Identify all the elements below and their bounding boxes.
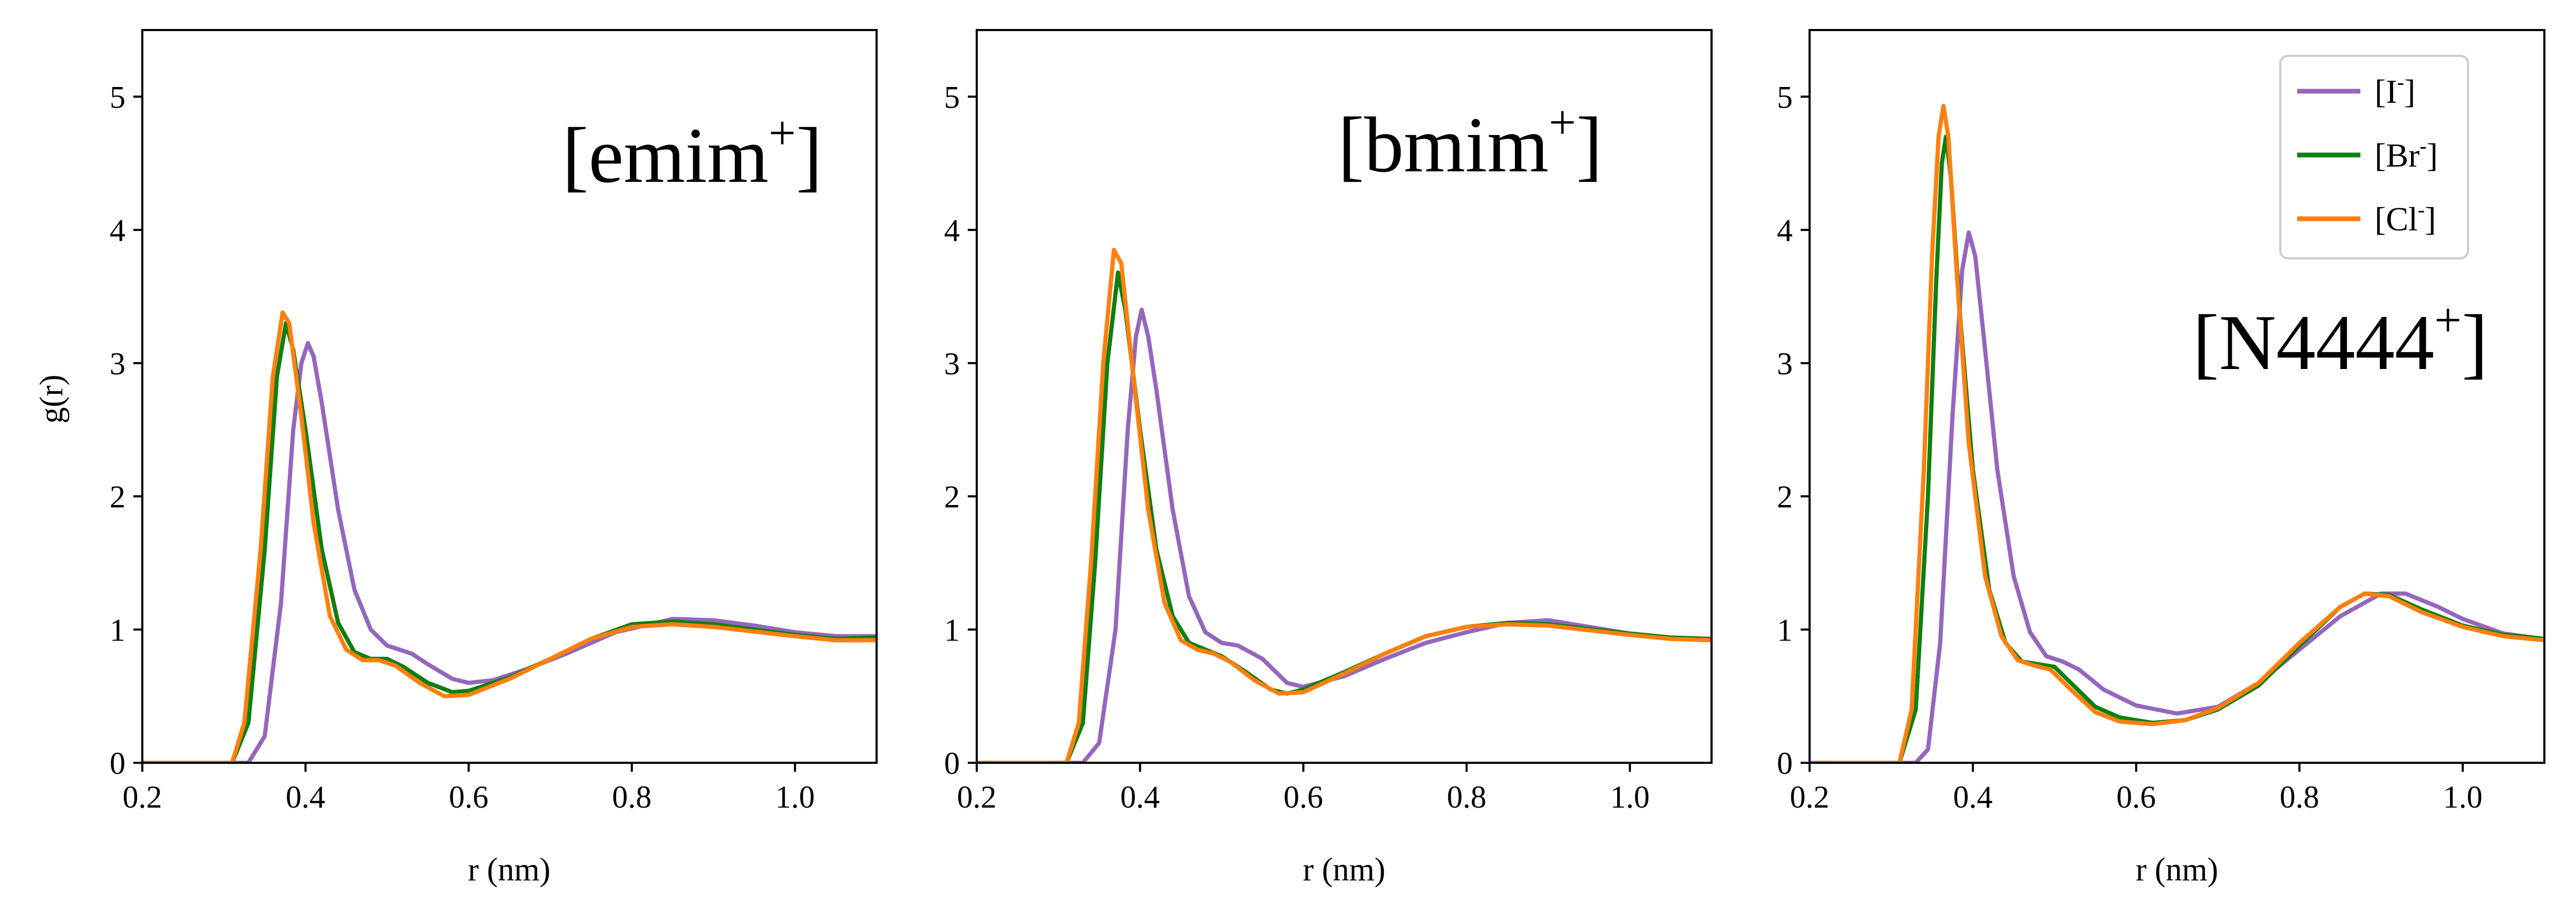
y-tick-label: 0 <box>1777 746 1793 781</box>
data-lines <box>1810 104 2544 763</box>
y-tick-label: 3 <box>1777 346 1793 381</box>
y-tick-label: 5 <box>110 80 125 114</box>
x-tick-label: 0.4 <box>1953 780 1992 814</box>
series-line-br <box>142 321 877 763</box>
y-tick-label: 2 <box>110 480 125 515</box>
y-tick-label: 2 <box>944 480 960 515</box>
x-tick-label: 0.2 <box>1790 780 1830 814</box>
y-tick-label: 1 <box>110 613 125 647</box>
x-tick-label: 1.0 <box>775 780 815 814</box>
legend-label-br: [Br-] <box>2375 134 2438 174</box>
panel-label: [emim+] <box>562 106 822 199</box>
series-line-i <box>1810 230 2544 763</box>
series-line-cl <box>142 310 877 763</box>
panel-label: [N4444+] <box>2193 293 2488 386</box>
series-line-cl <box>1810 104 2544 763</box>
x-tick-label: 0.6 <box>1284 780 1323 814</box>
x-tick-label: 0.2 <box>123 780 162 814</box>
y-tick-label: 0 <box>944 746 960 781</box>
y-tick-label: 2 <box>1777 480 1793 515</box>
y-tick-label: 1 <box>1777 613 1793 647</box>
plot-frame <box>976 29 1713 764</box>
x-axis-label: r (nm) <box>1303 852 1386 888</box>
x-tick-label: 1.0 <box>2443 780 2483 814</box>
x-axis-label: r (nm) <box>468 852 551 888</box>
y-tick-label: 5 <box>1777 80 1793 114</box>
series-line-i <box>977 307 1712 763</box>
x-tick-label: 0.2 <box>957 780 997 814</box>
panel-bmim: 0.2 0.4 0.6 0.8 1.0 0 1 2 3 4 5 [bmim+] r (nm) <box>944 29 1713 888</box>
x-tick-label: 0.8 <box>2280 780 2319 814</box>
x-tick-label: 1.0 <box>1610 780 1650 814</box>
axis-ticks: 0.2 0.4 0.6 0.8 1.0 0 1 2 3 4 5 <box>110 80 815 814</box>
y-tick-label: 4 <box>944 213 960 248</box>
y-tick-label: 4 <box>1777 213 1793 248</box>
series-line-br <box>977 270 1712 763</box>
y-axis-label: g(r) <box>34 375 70 424</box>
legend-label-i: [I-] <box>2375 70 2415 110</box>
panel-label: [bmim+] <box>1338 95 1602 189</box>
x-tick-label: 0.8 <box>1447 780 1486 814</box>
series-line-cl <box>977 248 1712 763</box>
y-tick-label: 3 <box>944 346 960 381</box>
x-tick-label: 0.4 <box>1120 780 1160 814</box>
series-line-i <box>142 341 877 763</box>
legend: [I-] [Br-] [Cl-] <box>2279 55 2469 259</box>
x-tick-label: 0.6 <box>2116 780 2156 814</box>
y-tick-label: 1 <box>944 613 960 647</box>
y-tick-label: 5 <box>944 80 960 114</box>
plot-frame <box>1809 29 2545 764</box>
data-lines <box>977 248 1712 763</box>
legend-box <box>2279 55 2469 259</box>
y-tick-label: 0 <box>110 746 125 781</box>
data-lines <box>142 310 877 763</box>
axis-ticks: 0.2 0.4 0.6 0.8 1.0 0 1 2 3 4 5 <box>944 80 1650 814</box>
plot-frame <box>141 29 878 764</box>
x-tick-label: 0.8 <box>612 780 652 814</box>
x-tick-label: 0.6 <box>449 780 489 814</box>
y-tick-label: 3 <box>110 346 125 381</box>
legend-label-cl: [Cl-] <box>2375 198 2436 238</box>
x-tick-label: 0.4 <box>286 780 325 814</box>
x-axis-label: r (nm) <box>2136 852 2219 888</box>
axis-ticks: 0.2 0.4 0.6 0.8 1.0 0 1 2 3 4 5 <box>1777 80 2483 814</box>
y-tick-label: 4 <box>110 213 125 248</box>
panel-emim: g(r) 0.2 0.4 0.6 0.8 1.0 0 1 2 3 4 5 [emim+] r (nm… <box>34 29 878 888</box>
panel-n4444: 0.2 0.4 0.6 0.8 1.0 0 1 2 3 4 5 [N4444+] r (nm) [I… <box>1777 29 2545 888</box>
